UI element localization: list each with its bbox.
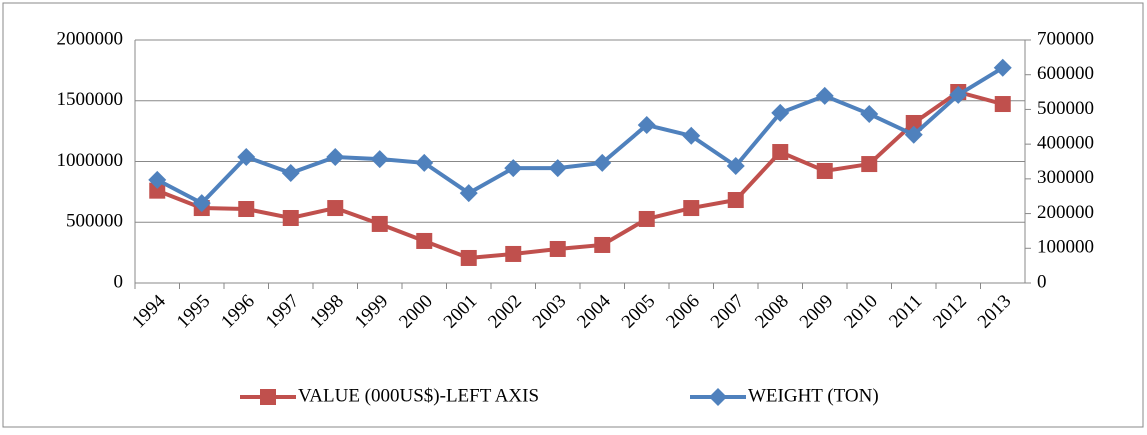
point	[994, 96, 1011, 113]
point	[149, 182, 166, 199]
legend-label: WEIGHT (TON)	[748, 385, 879, 406]
point	[148, 170, 167, 189]
y2-tick-label: 200000	[1037, 202, 1094, 223]
point	[326, 147, 345, 166]
legend-marker	[709, 388, 727, 406]
y2-tick-label: 600000	[1037, 63, 1094, 84]
point	[371, 215, 388, 232]
chart-border	[2, 2, 1144, 428]
point	[860, 104, 879, 123]
y2-tick-label: 0	[1037, 271, 1047, 292]
y2-tick-label: 700000	[1037, 28, 1094, 49]
y-tick-label: 0	[114, 271, 124, 292]
point	[416, 232, 433, 249]
point	[327, 200, 344, 217]
point	[727, 192, 744, 209]
point	[816, 162, 833, 179]
point	[282, 209, 299, 226]
point	[504, 159, 523, 178]
point	[192, 194, 211, 213]
point	[238, 201, 255, 218]
point	[281, 163, 300, 182]
point	[459, 184, 478, 203]
point	[949, 85, 968, 104]
point	[594, 236, 611, 253]
point	[548, 159, 567, 178]
point	[993, 58, 1012, 77]
point	[815, 86, 834, 105]
point	[682, 126, 701, 145]
point	[593, 153, 612, 172]
series-line	[156, 66, 1004, 206]
legend-marker	[260, 389, 276, 405]
point	[370, 150, 389, 169]
point	[637, 116, 656, 135]
point	[861, 156, 878, 173]
y2-tick-label: 300000	[1037, 167, 1094, 188]
point	[460, 249, 477, 266]
legend-label: VALUE (000US$)-LEFT AXIS	[298, 385, 539, 406]
y-tick-label: 1500000	[57, 89, 124, 110]
y2-tick-label: 100000	[1037, 237, 1094, 258]
point	[549, 240, 566, 257]
y-tick-label: 500000	[66, 211, 123, 232]
point	[638, 210, 655, 227]
y2-tick-label: 500000	[1037, 98, 1094, 119]
y-tick-label: 1000000	[57, 150, 124, 171]
point	[237, 147, 256, 166]
point	[771, 103, 790, 122]
point	[905, 114, 922, 131]
point	[904, 125, 923, 144]
point	[415, 153, 434, 172]
point	[505, 245, 522, 262]
y-tick-label: 2000000	[57, 28, 124, 49]
point	[726, 157, 745, 176]
point	[683, 200, 700, 217]
y2-tick-label: 400000	[1037, 133, 1094, 154]
point	[772, 144, 789, 161]
